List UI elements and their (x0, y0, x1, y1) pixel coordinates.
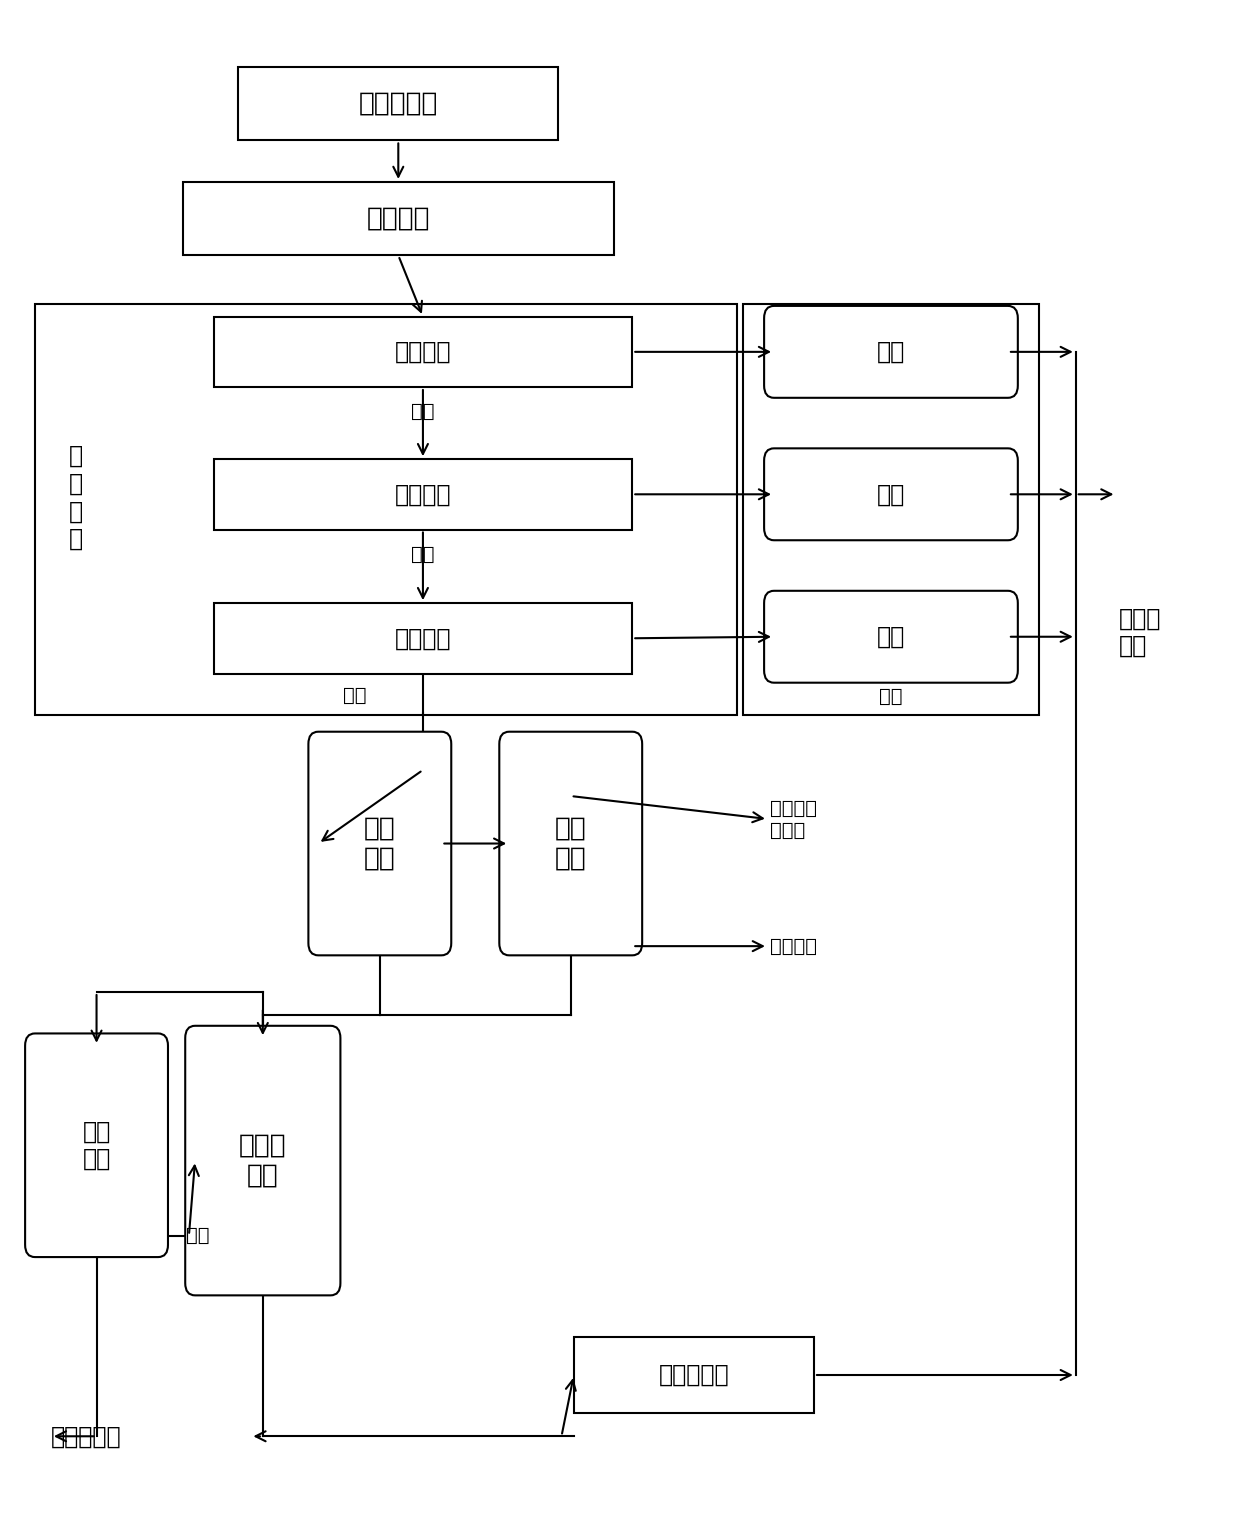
Text: 苯乙烯
精馏: 苯乙烯 精馏 (239, 1132, 286, 1189)
FancyBboxPatch shape (500, 732, 642, 955)
Bar (574, 1337, 813, 1414)
Text: 处理后
回用: 处理后 回用 (1118, 607, 1161, 658)
Text: 一级
精馏: 一级 精馏 (365, 816, 396, 872)
Bar (213, 459, 632, 530)
FancyBboxPatch shape (25, 1033, 167, 1257)
Bar (213, 317, 632, 387)
Text: 机械过滤: 机械过滤 (394, 340, 451, 363)
FancyBboxPatch shape (764, 448, 1018, 541)
Text: 液相: 液相 (412, 545, 435, 564)
Text: 催化剂粉料: 催化剂粉料 (658, 1363, 729, 1388)
Text: 保安过滤: 保安过滤 (394, 627, 451, 650)
FancyBboxPatch shape (764, 306, 1018, 397)
Text: 二级
精馏: 二级 精馏 (554, 816, 587, 872)
Text: 液相: 液相 (343, 685, 367, 704)
FancyBboxPatch shape (309, 732, 451, 955)
Text: 三
重
过
滤: 三 重 过 滤 (68, 444, 83, 551)
Text: 废水: 废水 (186, 1226, 210, 1246)
Bar (182, 182, 614, 256)
Text: 滤渣: 滤渣 (877, 482, 905, 507)
FancyBboxPatch shape (185, 1026, 341, 1295)
Bar (743, 305, 1039, 715)
Text: 滤渣: 滤渣 (879, 687, 903, 705)
Text: 絮凝沉淀: 絮凝沉淀 (367, 206, 430, 231)
Text: 滤渣: 滤渣 (877, 625, 905, 648)
Bar (238, 66, 558, 140)
Text: 高纯乙苯: 高纯乙苯 (770, 936, 817, 956)
Text: 滤渣: 滤渣 (877, 340, 905, 363)
Text: 脱除
水分: 脱除 水分 (82, 1120, 110, 1170)
Text: 高纯苯乙烯: 高纯苯乙烯 (51, 1424, 122, 1448)
Text: 液相: 液相 (412, 402, 435, 420)
Text: 甲苯甲醇
粗产品: 甲苯甲醇 粗产品 (770, 799, 817, 839)
FancyBboxPatch shape (764, 591, 1018, 682)
Text: 高浓度废水: 高浓度废水 (358, 91, 438, 117)
Text: 滤网过滤: 滤网过滤 (394, 482, 451, 507)
Bar (35, 305, 737, 715)
Bar (213, 604, 632, 673)
